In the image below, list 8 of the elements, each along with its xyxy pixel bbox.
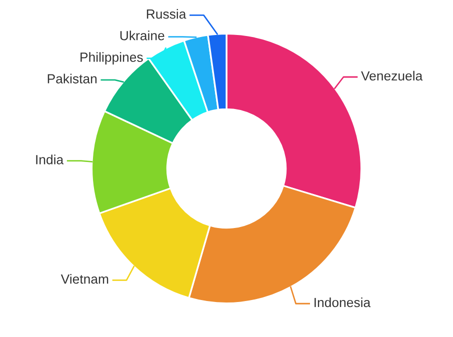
slice-label: Venezuela [361, 70, 423, 81]
slice-label: Philippines [80, 52, 143, 64]
slice-label: Russia [146, 9, 186, 19]
slice-label: Indonesia [314, 297, 371, 308]
slice-label: Vietnam [60, 274, 108, 284]
slice-label: Pakistan [48, 74, 97, 84]
slice-label: Ukraine [120, 30, 164, 40]
slice-label: India [36, 154, 64, 164]
